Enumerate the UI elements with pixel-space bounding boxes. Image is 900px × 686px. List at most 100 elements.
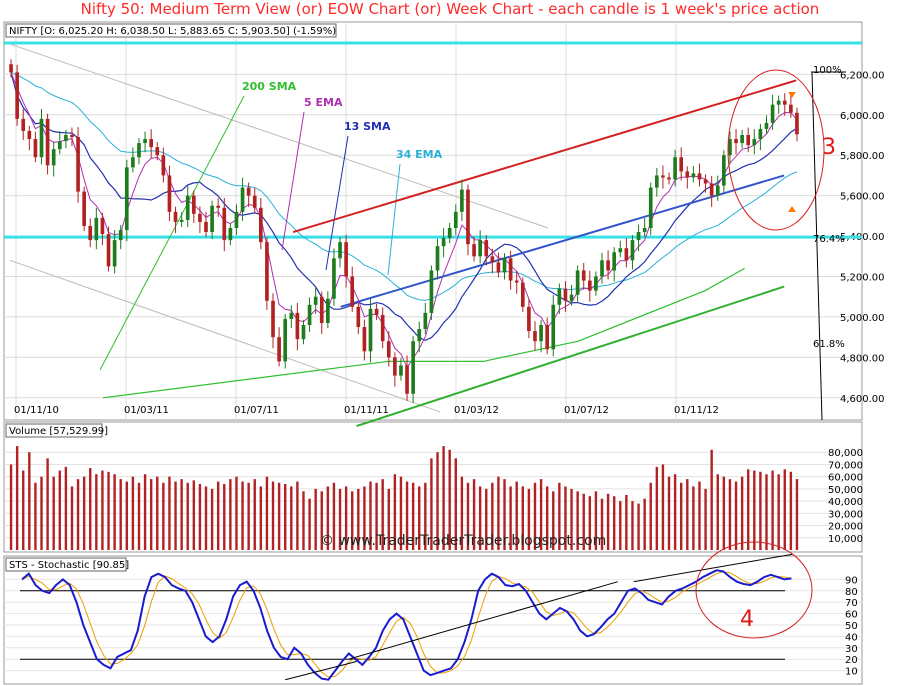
candle-body	[94, 217, 99, 241]
marker-4: 4	[740, 607, 754, 632]
volume-bar	[314, 488, 317, 550]
candle-body	[326, 298, 330, 323]
volume-bar	[119, 479, 122, 550]
price-tick-label: 4,800.00	[840, 353, 885, 364]
volume-bar	[582, 493, 585, 550]
volume-bar	[424, 482, 427, 550]
volume-bar	[680, 482, 683, 550]
candle-body	[39, 118, 44, 158]
candle-body	[234, 211, 239, 228]
volume-bar	[759, 471, 762, 550]
candle-body	[21, 118, 26, 131]
candle-body	[661, 175, 665, 178]
channel-line-upper	[9, 43, 549, 229]
volume-bar	[442, 446, 445, 550]
stoch-tick-label: 30	[845, 644, 858, 655]
candle-body	[606, 260, 610, 271]
fib-line	[811, 71, 823, 421]
volume-bar	[363, 486, 366, 550]
candle-body	[179, 219, 184, 222]
candle-body	[740, 135, 744, 144]
fib-100-label: 100%	[813, 65, 842, 76]
candle-body	[782, 100, 787, 105]
volume-bar	[625, 495, 628, 550]
candle-body	[447, 227, 452, 239]
volume-bar	[503, 479, 506, 550]
candle-body	[795, 112, 799, 135]
candle-body	[752, 139, 757, 146]
candle-body	[386, 341, 391, 358]
ema5-line	[10, 72, 798, 369]
candle-body	[502, 258, 507, 273]
candle-body	[362, 327, 367, 352]
candle-body	[185, 195, 190, 220]
candle-body	[722, 155, 726, 186]
candle-body	[734, 139, 738, 144]
candle-body	[198, 213, 202, 222]
volume-bar	[576, 491, 579, 550]
candle-body	[277, 337, 281, 362]
x-tick-label: 01/07/11	[234, 405, 279, 416]
candles	[9, 59, 799, 403]
price-tick-label: 6,000.00	[840, 111, 885, 122]
candle-body	[527, 306, 531, 332]
candle-body	[338, 242, 342, 259]
volume-header: Volume [57,529.99]	[9, 426, 108, 437]
candle-body	[204, 221, 208, 233]
candle-body	[112, 240, 117, 267]
volume-bar	[734, 481, 738, 550]
volume-bar	[259, 486, 263, 550]
candle-body	[472, 244, 476, 257]
candle-body	[344, 242, 348, 277]
volume-bar	[649, 482, 652, 550]
candle-body	[173, 211, 178, 222]
volume-bar	[277, 482, 281, 550]
volume-bar	[156, 476, 159, 550]
volume-bar	[728, 479, 732, 550]
price-tick-label: 5,600.00	[840, 192, 885, 203]
fib-764-label: 76.4%	[813, 234, 845, 245]
candle-body	[411, 341, 415, 394]
candle-body	[155, 147, 160, 156]
price-header-box	[5, 23, 337, 38]
candle-body	[271, 300, 275, 338]
candle-body	[441, 238, 446, 247]
volume-bar	[76, 479, 80, 550]
candle-body	[131, 157, 135, 168]
candle-body	[82, 191, 86, 226]
volume-bar	[606, 493, 610, 550]
volume-bar	[357, 488, 360, 550]
volume-bar	[52, 476, 55, 550]
volume-bar	[253, 479, 256, 550]
volume-bar	[509, 486, 512, 550]
candle-body	[630, 240, 635, 261]
fib-618-label: 61.8%	[813, 339, 845, 350]
volume-bar	[436, 452, 439, 550]
volume-bar	[290, 486, 293, 550]
volume-bar	[192, 480, 196, 550]
volume-bar	[545, 486, 549, 550]
candle-body	[703, 179, 708, 184]
volume-bar	[22, 470, 25, 550]
candle-body	[307, 304, 312, 326]
volume-bar	[320, 491, 323, 550]
volume-bar	[338, 488, 342, 550]
price-tick-label: 5,000.00	[840, 313, 885, 324]
volume-bar	[686, 479, 689, 550]
volume-bars	[9, 446, 799, 550]
candle-body	[210, 205, 214, 233]
volume-bar	[655, 466, 659, 550]
volume-bar	[667, 476, 671, 550]
x-tick-label: 01/03/11	[124, 405, 169, 416]
candle-body	[655, 175, 659, 188]
price-tick-label: 5,800.00	[840, 151, 885, 162]
candle-body	[776, 100, 781, 105]
candle-body	[551, 304, 556, 350]
volume-bar	[82, 476, 86, 550]
volume-bar	[131, 476, 135, 550]
candle-body	[520, 282, 525, 307]
red-trendline	[292, 79, 797, 233]
candle-body	[106, 234, 111, 267]
